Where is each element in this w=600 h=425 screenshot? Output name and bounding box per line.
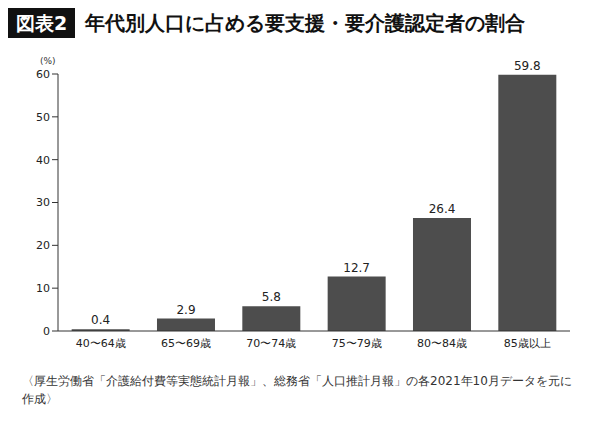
svg-text:40〜64歳: 40〜64歳 [76,337,126,350]
html-text:年代別人口に占める要支援・要介護認定者の割合: 年代別人口に占める要支援・要介護認定者の割合 [85,10,526,35]
svg-text:59.8: 59.8 [514,59,541,73]
svg-text:85歳以上: 85歳以上 [504,337,551,350]
svg-text:60: 60 [36,68,50,81]
svg-text:10: 10 [36,282,50,295]
svg-text:40: 40 [36,154,50,167]
svg-text:20: 20 [36,239,50,252]
svg-text:70〜74歳: 70〜74歳 [246,337,296,350]
html-text:図表2: 図表2 [16,12,68,34]
svg-text:75〜79歳: 75〜79歳 [332,337,382,350]
svg-text:2.9: 2.9 [176,303,195,317]
svg-text:12.7: 12.7 [343,261,370,275]
html-text:〈厚生労働省「介護給付費等実態統計月報」、総務省「人口推計月: 〈厚生労働省「介護給付費等実態統計月報」、総務省「人口推計月報」の各2021年1… [22,374,572,406]
svg-text:26.4: 26.4 [429,202,456,216]
svg-text:80〜84歳: 80〜84歳 [417,337,467,350]
svg-text:65〜69歳: 65〜69歳 [161,337,211,350]
svg-text:5.8: 5.8 [262,290,281,304]
svg-text:0: 0 [43,325,50,338]
svg-text:0.4: 0.4 [91,313,110,327]
svg-text:50: 50 [36,111,50,124]
svg-text:30: 30 [36,196,50,209]
